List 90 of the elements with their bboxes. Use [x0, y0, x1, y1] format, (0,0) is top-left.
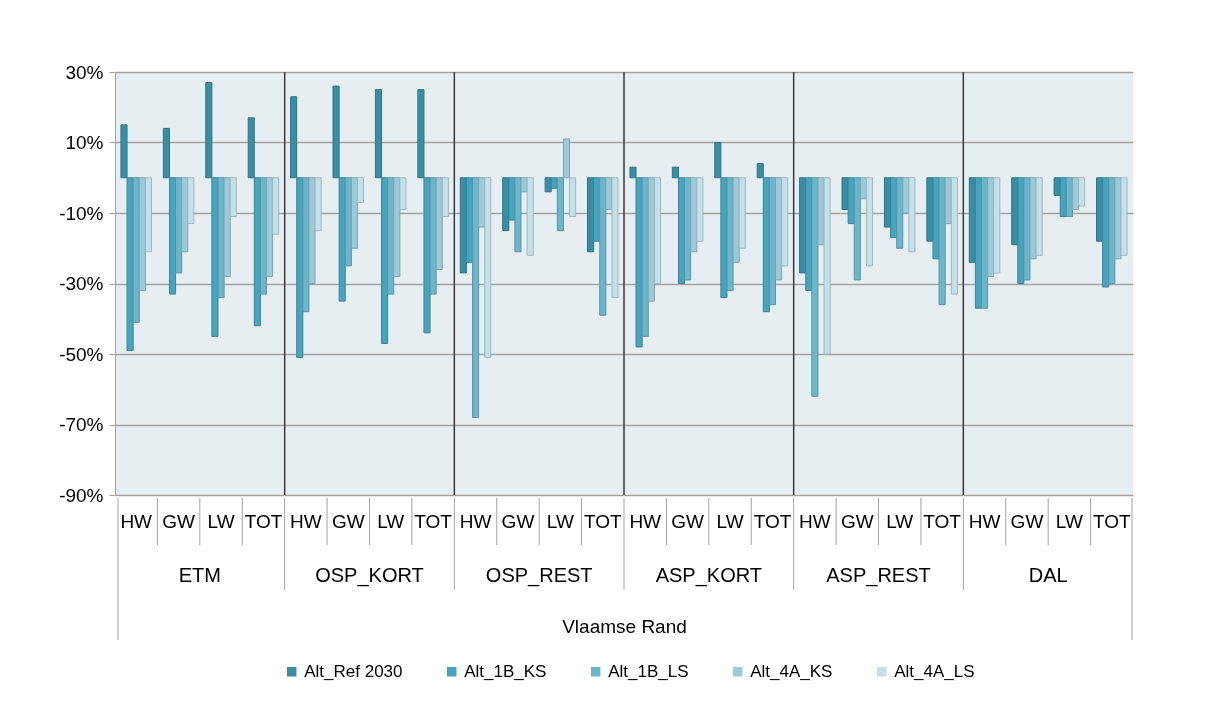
text: OSP_REST	[485, 564, 593, 587]
bar	[229, 177, 237, 218]
y-tick-label: -30%	[59, 273, 104, 294]
x-tick-label: GW	[840, 510, 874, 532]
legend-label: Alt_4A_LS	[894, 661, 975, 681]
y-tick-label: -10%	[59, 202, 104, 224]
bar	[865, 177, 874, 267]
bar	[1035, 177, 1043, 256]
x-tick-label: HW	[120, 510, 153, 532]
text: OSP_KORT	[315, 564, 424, 587]
bar	[599, 177, 607, 316]
bar	[781, 177, 789, 267]
bar	[266, 177, 274, 277]
y-tick-label: 10%	[65, 132, 104, 153]
bar	[950, 177, 958, 295]
bar	[441, 177, 449, 218]
x-tick-label: HW	[629, 510, 662, 532]
text: DAL	[1028, 564, 1068, 586]
bar	[696, 177, 704, 242]
x-tick-label: LW	[546, 510, 574, 532]
bar	[302, 177, 310, 313]
bar	[853, 177, 861, 281]
bar	[1120, 177, 1128, 256]
bar	[732, 177, 740, 263]
y-tick-label: 30%	[65, 61, 104, 83]
x-tick-label: TOT	[414, 510, 453, 532]
x-tick-label: GW	[331, 510, 365, 532]
bar	[726, 177, 734, 292]
bar	[938, 177, 946, 306]
y-tick-label: -70%	[59, 414, 104, 435]
bar	[471, 177, 480, 418]
bar	[314, 177, 322, 232]
bar	[738, 177, 746, 249]
bar	[811, 177, 819, 397]
bar	[653, 177, 661, 284]
bar	[823, 177, 831, 355]
bar	[1078, 177, 1086, 207]
x-tick-label: GW	[671, 510, 705, 532]
x-tick-label: LW	[207, 510, 235, 532]
x-axis-title: Vlaamse Rand	[562, 615, 687, 637]
bar	[223, 177, 231, 277]
legend-label: Alt_1B_LS	[608, 661, 689, 681]
x-tick-label: LW	[886, 510, 914, 532]
bar	[520, 177, 528, 193]
bar	[611, 177, 619, 299]
x-tick-label: GW	[501, 510, 535, 532]
x-tick-label: TOT	[1092, 510, 1132, 532]
bar	[144, 177, 152, 253]
x-tick-label: GW	[1010, 510, 1044, 532]
x-tick-label: TOT	[583, 510, 623, 532]
bar	[272, 177, 280, 235]
x-tick-label: LW	[716, 510, 744, 532]
bar	[399, 177, 407, 210]
bar	[217, 177, 225, 299]
bar	[526, 177, 534, 256]
bar	[356, 177, 365, 203]
bar	[514, 177, 522, 253]
bar	[993, 177, 1001, 274]
x-tick-label: HW	[968, 510, 1001, 532]
legend-label: Alt_Ref 2030	[304, 661, 403, 681]
bar	[429, 177, 437, 295]
x-tick-label: HW	[799, 510, 831, 532]
text: ASP_KORT	[655, 564, 763, 587]
text: ETM	[178, 564, 221, 586]
x-tick-label: LW	[1055, 510, 1083, 532]
y-tick-label: -90%	[59, 484, 104, 506]
x-tick-label: GW	[162, 510, 196, 532]
bar	[556, 177, 564, 232]
bar	[1023, 177, 1031, 281]
x-tick-label: TOT	[923, 510, 962, 532]
x-tick-label: HW	[459, 510, 492, 532]
bar	[562, 138, 571, 179]
x-tick-label: LW	[377, 510, 405, 532]
x-tick-label: TOT	[753, 510, 792, 532]
x-tick-label: TOT	[244, 510, 283, 532]
bar	[908, 177, 916, 253]
bar	[350, 177, 358, 249]
bar	[435, 177, 443, 270]
bar	[181, 177, 189, 253]
legend-label: Alt_1B_KS	[464, 661, 547, 681]
text: ASP_REST	[826, 564, 931, 587]
x-tick-label: HW	[290, 510, 322, 532]
bar	[569, 177, 577, 218]
bar	[896, 177, 904, 249]
bar	[308, 177, 316, 284]
bar	[187, 177, 195, 225]
bar	[393, 177, 401, 277]
y-tick-label: -50%	[59, 343, 104, 365]
legend-label: Alt_4A_KS	[750, 661, 833, 681]
bar	[484, 177, 492, 359]
